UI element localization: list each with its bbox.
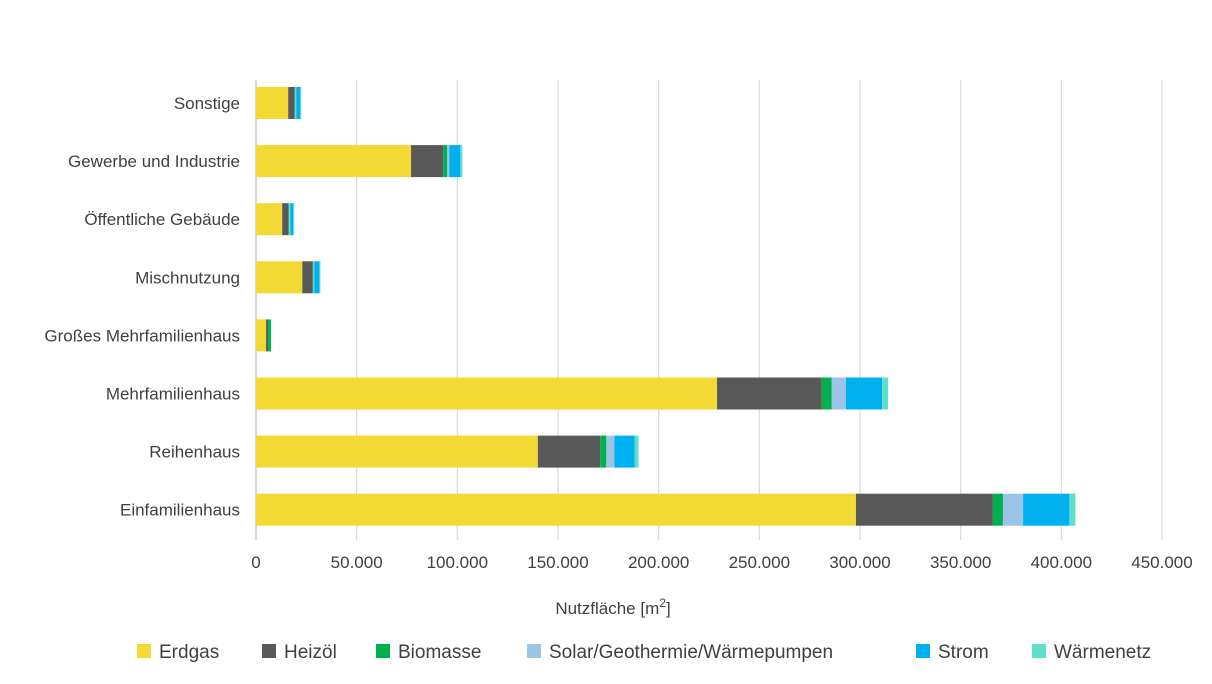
category-label: Mehrfamilienhaus	[106, 385, 240, 404]
legend-swatch	[376, 644, 390, 658]
legend-label: Biomasse	[398, 642, 481, 663]
bar-segment	[614, 435, 635, 468]
x-tick-label: 250.000	[729, 553, 790, 572]
bar-segment	[992, 493, 1003, 526]
bar-segment	[831, 377, 846, 410]
legend-swatch	[916, 644, 930, 658]
category-label: Mischnutzung	[135, 268, 240, 287]
bar-segment	[447, 145, 450, 178]
category-label: Öffentliche Gebäude	[84, 210, 240, 229]
x-tick-label: 150.000	[527, 553, 588, 572]
bar-segment	[537, 435, 601, 468]
bars-layer	[256, 87, 1076, 526]
bar-segment	[319, 261, 321, 294]
bar-segment	[288, 203, 290, 236]
legend-label: Erdgas	[159, 642, 219, 663]
category-label: Großes Mehrfamilienhaus	[44, 326, 240, 345]
x-tick-label: 450.000	[1131, 553, 1192, 572]
bar-segment	[256, 377, 718, 410]
bar-segment	[256, 319, 267, 352]
x-tick-label: 200.000	[628, 553, 689, 572]
legend-label: Heizöl	[284, 642, 337, 663]
bar-segment	[717, 377, 822, 410]
category-label: Sonstige	[174, 94, 240, 113]
legend-swatch	[527, 644, 541, 658]
x-tick-label: 0	[251, 553, 260, 572]
bar-segment	[295, 87, 297, 119]
legend-swatch	[1032, 644, 1046, 658]
bar-segment	[443, 145, 448, 178]
bar-segment	[302, 261, 313, 294]
bar-segment	[312, 261, 314, 294]
bar-segment	[256, 203, 283, 236]
bar-segment	[290, 203, 294, 236]
bar-segment	[314, 261, 320, 294]
bar-segment	[411, 145, 444, 178]
bar-segment	[882, 377, 889, 410]
bar-segment	[268, 319, 272, 352]
bar-segment	[300, 87, 302, 119]
bar-segment	[296, 87, 301, 119]
bar-segment	[845, 377, 883, 410]
legend-label: Strom	[938, 642, 989, 663]
bar-segment	[256, 261, 303, 294]
bar-segment	[256, 87, 289, 119]
bar-segment	[460, 145, 463, 178]
category-label: Einfamilienhaus	[120, 501, 240, 520]
bar-segment	[1002, 493, 1024, 526]
bar-segment	[313, 261, 315, 294]
x-tick-label: 50.000	[331, 553, 383, 572]
category-labels: Sonstige Gewerbe und Industrie Öffentliche…	[44, 94, 240, 520]
bar-segment	[294, 87, 296, 119]
bar-segment	[256, 145, 412, 178]
x-tick-labels: 0 50.000 100.000 150.000 200.000 250.000 300.0…	[251, 553, 1192, 572]
bar-segment	[256, 435, 538, 468]
x-tick-label: 100.000	[427, 553, 488, 572]
x-axis-title: Nutzfläche [m2]	[555, 596, 670, 618]
category-label: Gewerbe und Industrie	[68, 152, 240, 171]
bar-segment	[266, 319, 269, 352]
bar-segment	[256, 493, 856, 526]
category-label: Reihenhaus	[149, 443, 240, 462]
bar-segment	[289, 203, 291, 236]
bar-segment	[282, 203, 289, 236]
x-tick-label: 350.000	[930, 553, 991, 572]
x-tick-label: 300.000	[829, 553, 890, 572]
bar-segment	[449, 145, 461, 178]
bar-segment	[288, 87, 295, 119]
legend: Erdgas Heizöl Biomasse Solar/Geothermie/Wär…	[137, 642, 1151, 663]
bar-segment	[1023, 493, 1070, 526]
legend-swatch	[262, 644, 276, 658]
bar-segment	[821, 377, 832, 410]
bar-segment	[600, 435, 607, 468]
bar-segment	[293, 203, 295, 236]
legend-label: Wärmenetz	[1054, 642, 1151, 663]
bar-segment	[606, 435, 615, 468]
x-tick-label: 400.000	[1031, 553, 1092, 572]
legend-label: Solar/Geothermie/Wärmepumpen	[549, 642, 833, 663]
bar-segment	[855, 493, 993, 526]
bar-segment	[1069, 493, 1076, 526]
bar-segment	[634, 435, 639, 468]
legend-swatch	[137, 644, 151, 658]
